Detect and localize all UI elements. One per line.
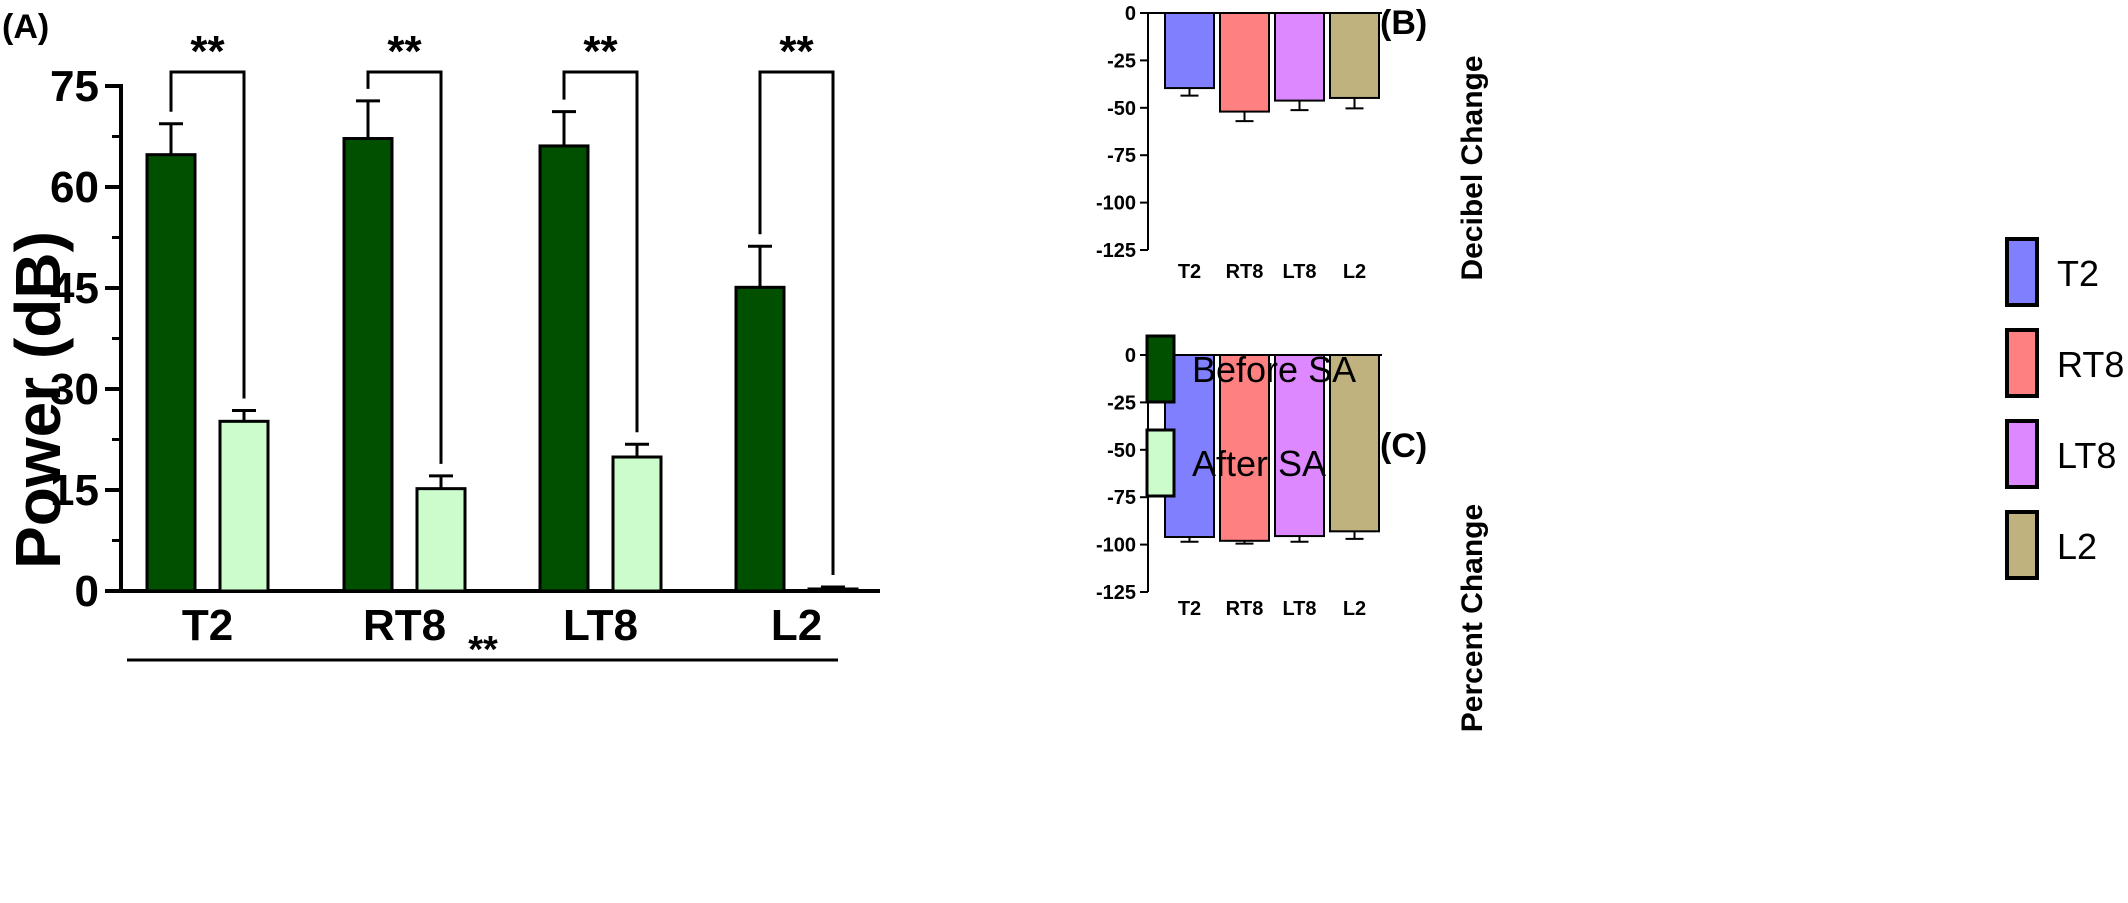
panel-a-chart: Power (dB) 0 15 30 45 60 75 T2 ** RT8 ** LT8 ** L2 **…: [2, 27, 880, 671]
panel-c-bar-RT8: [1219, 354, 1270, 542]
legend-before-sa-label: Before SA: [1192, 349, 1356, 390]
panel-b-x-tick-label: L2: [1343, 261, 1366, 283]
panel-c-y-tick-label: -125: [1096, 582, 1136, 604]
panel-b-bar-LT8: [1274, 12, 1325, 102]
panel-a-x-tick-label: LT8: [563, 601, 638, 650]
panel-b-bar-L2: [1329, 12, 1380, 99]
panel-c-bar-L2: [1329, 354, 1380, 533]
panel-a-bar-before-RT8: [342, 137, 394, 593]
panel-c-y-tick-label: -75: [1107, 487, 1136, 509]
panel-a-y-axis-title: Power (dB): [2, 231, 74, 569]
panel-c-x-tick-label: RT8: [1226, 598, 1264, 620]
panel-c-y-axis-title: Percent Change: [1456, 504, 1489, 732]
panel-a-bar-after-RT8: [415, 487, 467, 593]
panel-b-y-tick-label: -125: [1096, 240, 1136, 262]
legend-l2-label: L2: [2057, 526, 2097, 567]
panel-a-significance-marker: **: [779, 27, 814, 76]
legend-lt8-swatch: [2005, 419, 2039, 489]
panel-c-chart: Percent Change 0 -25 -50 -75 -100 -125 T2 RT8 LT…: [1096, 345, 1489, 732]
legend-rt8-swatch: [2005, 328, 2039, 398]
panel-a-y-tick-label: 30: [50, 365, 99, 414]
panel-a-bar-after-LT8: [611, 455, 663, 593]
panel-b-y-tick-label: -100: [1096, 193, 1136, 215]
panel-b-y-axis-title: Decibel Change: [1456, 55, 1489, 280]
legend-after-sa-label: After SA: [1192, 443, 1326, 484]
panel-b-x-tick-label: T2: [1178, 261, 1201, 283]
panel-a-x-tick-label: RT8: [363, 601, 446, 650]
legend-t2-label: T2: [2057, 253, 2099, 294]
panel-label-c: (C): [1380, 427, 1427, 465]
panel-a-y-tick-label: 45: [50, 264, 99, 313]
panel-a-significance-marker: **: [190, 27, 225, 76]
panel-a-x-tick-label: L2: [771, 601, 822, 650]
panel-a-y-tick-label: 0: [75, 567, 99, 616]
panel-c-y-tick-label: -50: [1107, 440, 1136, 462]
panel-a-x-tick-label: T2: [182, 601, 233, 650]
panel-c-x-tick-label: T2: [1178, 598, 1201, 620]
panel-a-significance-marker: **: [387, 27, 422, 76]
panel-a-bar-after-T2: [218, 419, 270, 593]
panel-a-bar-before-LT8: [538, 144, 590, 593]
panel-label-a: (A): [2, 8, 49, 46]
panel-a-y-tick-label: 60: [50, 163, 99, 212]
panel-a-significance-bracket: [562, 70, 639, 433]
panel-c-y-tick-label: -25: [1107, 392, 1136, 414]
legend-l2-swatch: [2005, 510, 2039, 580]
legend-rt8-label: RT8: [2057, 344, 2124, 385]
panel-b-bar-T2: [1164, 12, 1215, 90]
panel-b-y-tick-label: -25: [1107, 50, 1136, 72]
panel-a-y-tick-label: 15: [50, 466, 99, 515]
panel-a-bar-before-L2: [734, 285, 786, 593]
legend-after-sa-swatch: [1145, 428, 1176, 498]
panel-c-x-tick-label: LT8: [1282, 598, 1316, 620]
panel-c-x-tick-label: L2: [1343, 598, 1366, 620]
panel-c-y-tick-label: 0: [1125, 345, 1136, 367]
legend-regions: T2 RT8 LT8 L2: [2005, 237, 2124, 580]
panel-a-significance-bracket: [169, 70, 246, 399]
panel-a-significance-marker: **: [583, 27, 618, 76]
legend-before-sa-swatch: [1145, 334, 1176, 404]
panel-b-y-tick-label: -50: [1107, 98, 1136, 120]
panel-b-x-tick-label: RT8: [1226, 261, 1264, 283]
panel-b-bar-RT8: [1219, 12, 1270, 113]
panel-a-significance-bracket: [366, 70, 443, 464]
panel-a-y-tick-label: 75: [50, 62, 99, 111]
panel-b-y-tick-label: 0: [1125, 3, 1136, 25]
panel-a-bottom-significance-marker: **: [468, 629, 498, 671]
legend-t2-swatch: [2005, 237, 2039, 307]
panel-b-x-tick-label: LT8: [1282, 261, 1316, 283]
panel-a-significance-bracket: [758, 70, 835, 575]
panel-a-bar-before-T2: [145, 153, 197, 593]
panel-c-bar-LT8: [1274, 354, 1325, 538]
panel-c-y-tick-label: -100: [1096, 535, 1136, 557]
legend-before-after: Before SA After SA: [1145, 334, 1356, 498]
panel-b-y-tick-label: -75: [1107, 145, 1136, 167]
panel-b-chart: Decibel Change 0 -25 -50 -75 -100 -125 T2 RT8 LT…: [1096, 3, 1489, 283]
legend-lt8-label: LT8: [2057, 435, 2116, 476]
panel-label-b: (B): [1380, 4, 1427, 42]
panel-a-bar-after-L2: [807, 587, 859, 593]
